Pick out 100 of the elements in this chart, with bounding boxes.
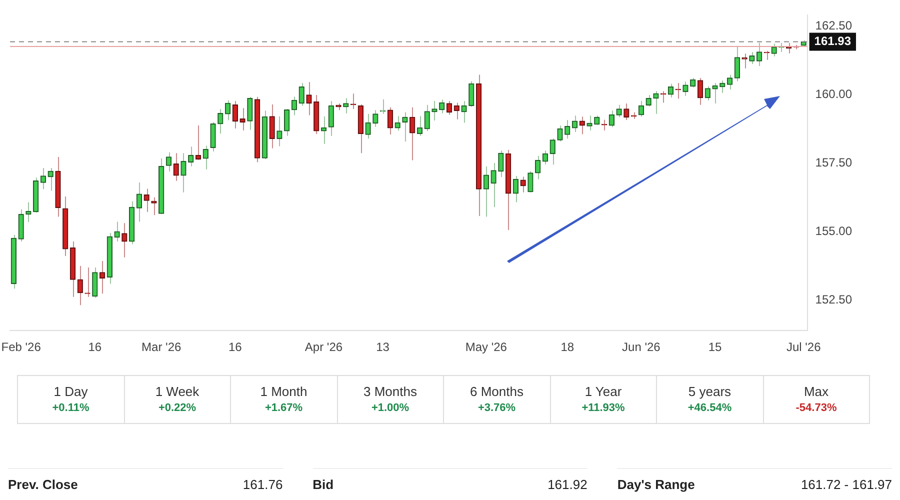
- candlestick: [320, 116, 327, 144]
- candlestick: [675, 82, 681, 100]
- candlestick: [468, 80, 474, 108]
- text: -54.73%: [794, 402, 838, 414]
- candlestick: [461, 100, 467, 124]
- candlestick: [18, 208, 24, 242]
- candlestick: [122, 222, 128, 258]
- candlestick: [616, 104, 622, 118]
- candlestick: [594, 115, 600, 126]
- candlestick: [512, 175, 519, 203]
- candlestick: [306, 82, 312, 116]
- candlestick: [210, 122, 216, 152]
- text: 1 Week: [154, 384, 200, 399]
- candlestick: [188, 146, 194, 167]
- candlestick: [608, 110, 614, 128]
- text: +3.76%: [476, 402, 517, 414]
- candlestick: [40, 167, 46, 190]
- candlestick: [284, 108, 290, 136]
- candlestick: [416, 116, 423, 136]
- candlestick: [202, 145, 208, 170]
- candlestick: [410, 106, 416, 161]
- x-tick-label: Jun '26: [622, 340, 661, 354]
- candlestick: [764, 50, 770, 60]
- candlestick: [646, 94, 652, 107]
- candlestick: [48, 167, 54, 192]
- text: +0.22%: [157, 402, 198, 414]
- candlestick: [726, 74, 733, 90]
- candlestick: [498, 150, 504, 178]
- candlestick: [564, 119, 570, 140]
- candlestick: [712, 82, 718, 104]
- candlestick: [542, 150, 548, 165]
- text: 1 Day: [52, 384, 89, 399]
- candlestick: [92, 267, 98, 298]
- x-tick-label: 15: [708, 340, 722, 354]
- candlestick: [579, 116, 585, 135]
- candlestick: [586, 115, 592, 131]
- candlestick: [136, 182, 142, 222]
- candlestick: [394, 116, 400, 132]
- x-tick-label: 18: [560, 340, 574, 354]
- candlestick: [218, 108, 224, 134]
- candlestick: [483, 166, 489, 218]
- text: +1.00%: [370, 402, 410, 414]
- candlestick: [446, 100, 452, 116]
- candlestick: [697, 78, 704, 106]
- text: 3 Months: [362, 384, 418, 399]
- x-tick-label: Apr '26: [304, 340, 343, 354]
- y-tick-label: 160.00: [815, 87, 852, 102]
- candlestick: [535, 155, 541, 180]
- candlestick: [26, 202, 32, 222]
- text: Prev. Close: [8, 477, 78, 492]
- candlestick: [756, 42, 762, 66]
- candlestick: [439, 99, 445, 114]
- text: 161.72 - 161.97: [800, 477, 892, 492]
- candlestick: [365, 113, 371, 140]
- candlestick: [387, 106, 394, 136]
- candlestick: [690, 78, 696, 88]
- y-tick-label: 162.50: [815, 18, 852, 32]
- y-tick-label: 152.50: [815, 292, 852, 307]
- text: +1.67%: [264, 402, 304, 414]
- text: 5 years: [687, 384, 732, 399]
- candlestick: [247, 96, 253, 130]
- candlestick: [328, 100, 334, 136]
- candlestick: [77, 265, 83, 306]
- text: 161.92: [548, 477, 588, 492]
- candlestick: [424, 104, 430, 132]
- x-tick-label: 16: [88, 340, 102, 354]
- candlestick: [224, 100, 231, 121]
- candlestick: [528, 170, 534, 193]
- candlestick: [704, 86, 710, 101]
- candlestick: [99, 260, 106, 294]
- candlestick: [372, 110, 378, 128]
- candlestick: [624, 103, 630, 120]
- x-tick-label: 16: [228, 340, 242, 354]
- candlestick: [653, 90, 659, 114]
- candlestick: [402, 112, 408, 142]
- candlestick: [276, 116, 282, 147]
- ref-line-label: 161.93: [814, 34, 852, 48]
- candlestick: [240, 108, 246, 131]
- text: Bid: [312, 477, 334, 492]
- y-tick-label: 157.50: [815, 156, 852, 170]
- text: +11.93%: [580, 402, 626, 414]
- candlestick: [144, 188, 150, 212]
- text: 1 Year: [584, 384, 623, 399]
- candlestick: [638, 100, 644, 118]
- candlestick: [166, 152, 172, 172]
- candlestick: [490, 162, 496, 208]
- text: Max: [802, 384, 830, 399]
- candlestick: [269, 104, 275, 149]
- candlestick: [343, 98, 349, 114]
- candlestick: [771, 43, 777, 57]
- candlestick: [572, 115, 578, 133]
- candlestick: [550, 138, 556, 166]
- text: 1 Month: [259, 384, 308, 399]
- y-tick-label: 155.00: [815, 224, 852, 238]
- candlestick: [232, 100, 238, 129]
- text: +0.11%: [51, 402, 90, 414]
- candlestick: [432, 100, 438, 122]
- x-tick-label: May '26: [465, 340, 508, 354]
- candlestick: [520, 176, 526, 193]
- candlestick: [114, 221, 120, 242]
